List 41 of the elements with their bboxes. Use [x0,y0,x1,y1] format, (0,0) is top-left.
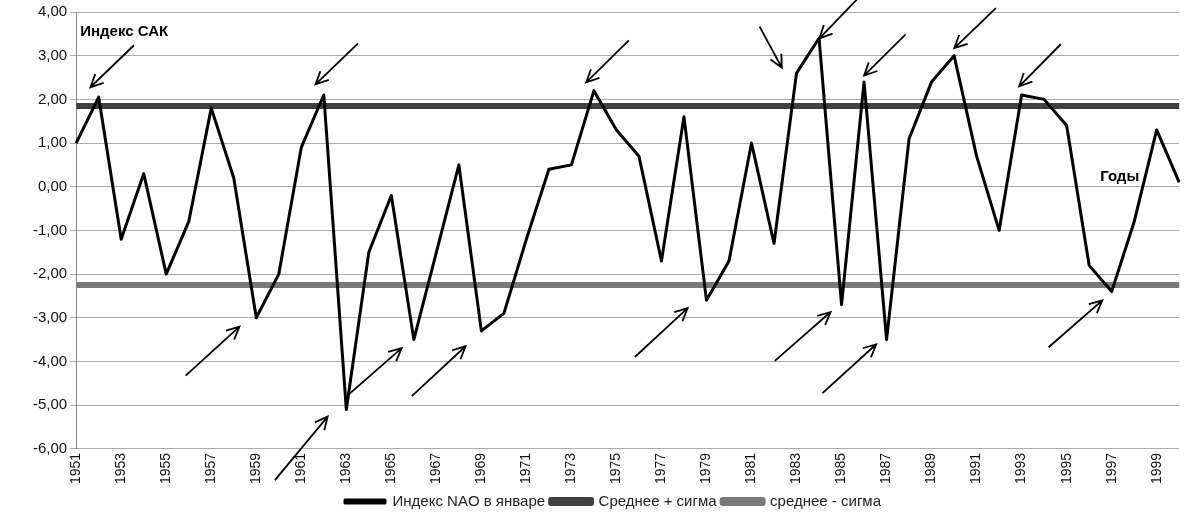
x-tick-label: 1981 [742,452,759,485]
x-tick-label: 1973 [562,452,579,485]
y-tick-label: 0,00 [37,176,68,194]
x-tick-label: 1967 [427,452,444,485]
x-tick-label: 1991 [967,452,984,485]
x-tick-label: 1983 [787,452,804,485]
x-tick-label: 1989 [922,452,939,485]
x-tick-label: 1969 [472,452,489,485]
x-tick-label: 1957 [202,452,219,485]
y-tick-label: -6,00 [32,439,68,456]
y-tick-label: -2,00 [32,264,68,282]
x-tick-label: 1961 [292,452,309,485]
y-tick-label: -4,00 [32,351,68,369]
x-tick-label: 1955 [157,452,174,485]
x-tick-label: 1997 [1102,452,1119,485]
x-tick-label: 1953 [112,452,129,485]
x-tick-label: 1985 [832,452,849,485]
y-tick-label: -5,00 [32,395,68,413]
legend-label: среднее - сигма [770,491,882,509]
x-tick-label: 1965 [382,452,399,485]
x-tick-label: 1995 [1057,452,1074,485]
x-tick-label: 1963 [337,452,354,485]
y-tick-label: 4,00 [37,2,68,20]
y-axis-title: Индекс САК [80,22,170,40]
x-tick-label: 1971 [517,452,534,485]
y-tick-label: 3,00 [37,45,68,63]
y-tick-label: 2,00 [37,89,68,107]
x-tick-label: 1979 [697,452,714,485]
x-tick-label: 1987 [877,452,894,485]
x-tick-label: 1977 [652,452,669,485]
x-tick-label: 1951 [67,452,84,485]
x-tick-label: 1975 [607,452,624,485]
legend-label: Индекс NAO в январе [392,491,546,509]
x-axis-title: Годы [1100,167,1140,185]
y-tick-label: 1,00 [37,133,68,151]
x-tick-label: 1999 [1147,452,1164,485]
y-tick-label: -3,00 [32,307,68,325]
legend-label: Среднее + сигма [598,491,718,509]
y-tick-label: -1,00 [32,220,68,238]
x-tick-label: 1993 [1012,452,1029,485]
x-tick-label: 1959 [247,452,264,485]
